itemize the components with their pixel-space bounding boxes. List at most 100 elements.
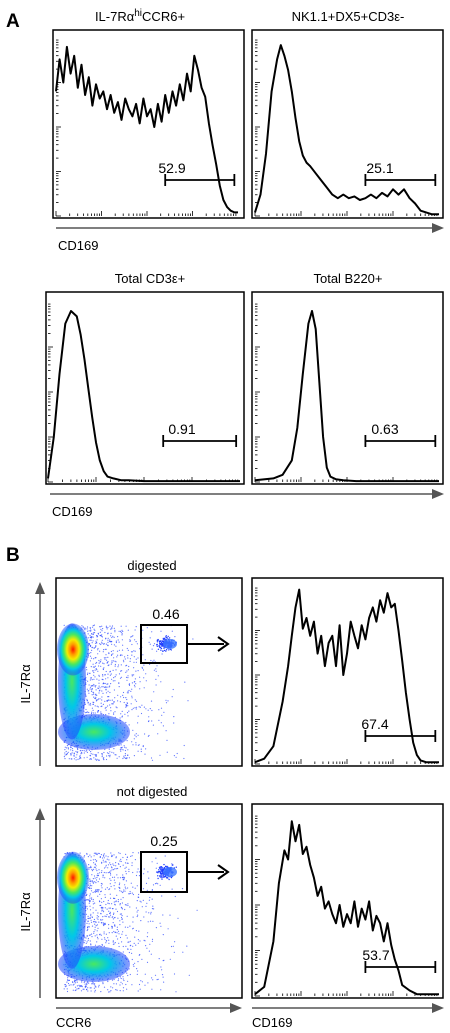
event-dot xyxy=(128,684,131,687)
event-dot xyxy=(114,697,116,699)
event-dot xyxy=(152,724,154,726)
event-dot xyxy=(96,915,98,917)
event-dot xyxy=(122,990,124,992)
gated-event-dot xyxy=(157,648,160,650)
event-dot xyxy=(127,692,129,694)
dotplot-not-digested-ylabel: IL-7Rα xyxy=(18,892,33,932)
event-dot xyxy=(106,755,108,757)
event-dot xyxy=(113,644,115,646)
dotplot-digested-ylabel: IL-7Rα xyxy=(18,664,33,704)
event-dot xyxy=(87,920,89,922)
event-dot xyxy=(105,626,107,629)
event-dot xyxy=(127,629,129,631)
event-dot xyxy=(151,709,153,712)
event-dot xyxy=(155,927,157,929)
event-dot xyxy=(150,757,153,759)
event-dot xyxy=(139,676,141,678)
event-dot xyxy=(88,868,90,870)
event-dot xyxy=(68,758,70,760)
event-dot xyxy=(64,984,66,986)
event-dot xyxy=(70,749,72,751)
event-dot xyxy=(126,702,129,705)
event-dot xyxy=(84,627,86,629)
event-dot xyxy=(100,665,102,667)
event-dot xyxy=(121,746,123,748)
event-dot xyxy=(126,670,128,672)
event-dot xyxy=(86,989,88,991)
gated-event-dot xyxy=(163,876,166,878)
event-dot xyxy=(149,637,151,639)
event-dot xyxy=(109,641,111,643)
event-dot xyxy=(72,989,74,991)
gated-event-dot xyxy=(162,873,164,875)
event-dot xyxy=(113,689,115,691)
event-dot xyxy=(94,935,96,937)
event-dot xyxy=(100,882,102,885)
event-dot xyxy=(95,890,97,892)
event-dot xyxy=(139,648,141,650)
event-dot xyxy=(89,884,91,887)
event-dot xyxy=(64,754,66,756)
event-dot xyxy=(143,687,145,689)
event-dot xyxy=(131,675,133,677)
event-dot xyxy=(103,686,106,688)
event-dot xyxy=(101,754,103,756)
event-dot xyxy=(143,916,145,918)
event-dot xyxy=(116,932,118,934)
event-dot xyxy=(125,758,127,760)
event-dot xyxy=(125,671,127,674)
event-dot xyxy=(113,713,115,715)
event-dot xyxy=(85,913,87,915)
event-dot xyxy=(96,876,98,879)
event-dot xyxy=(103,853,105,855)
event-dot xyxy=(117,899,119,901)
event-dot xyxy=(119,717,121,719)
event-dot xyxy=(111,678,113,680)
event-dot xyxy=(109,911,111,913)
event-dot xyxy=(73,758,75,760)
event-dot xyxy=(117,938,119,940)
event-dot xyxy=(119,904,121,906)
event-dot xyxy=(101,910,103,912)
event-dot xyxy=(142,899,144,902)
event-dot xyxy=(158,709,160,711)
event-dot xyxy=(161,969,163,971)
event-dot xyxy=(107,637,109,639)
event-dot xyxy=(108,924,110,926)
event-dot xyxy=(98,665,100,667)
event-dot xyxy=(67,976,69,978)
event-dot xyxy=(95,852,97,854)
event-dot xyxy=(137,744,139,746)
event-dot xyxy=(169,914,171,916)
event-dot xyxy=(102,675,104,677)
event-dot xyxy=(136,885,138,887)
hist-a1-title-post: CCR6+ xyxy=(142,9,185,24)
event-dot xyxy=(183,744,185,747)
event-dot xyxy=(132,852,134,854)
event-dot xyxy=(106,628,108,630)
event-dot xyxy=(90,890,93,892)
event-dot xyxy=(135,736,137,738)
event-dot xyxy=(98,675,100,677)
event-dot xyxy=(120,744,122,746)
event-dot xyxy=(89,758,91,760)
event-dot xyxy=(87,937,89,940)
event-dot xyxy=(86,899,88,901)
event-dot xyxy=(128,868,130,871)
event-dot xyxy=(93,624,95,626)
event-dot xyxy=(104,938,106,940)
gated-event-dot xyxy=(159,867,161,869)
event-dot xyxy=(123,745,125,747)
dotplot-digested xyxy=(55,577,243,767)
event-dot xyxy=(123,889,125,891)
event-dot xyxy=(86,908,88,910)
event-dot xyxy=(122,951,124,953)
event-dot xyxy=(130,882,132,884)
event-dot xyxy=(152,979,154,981)
event-dot xyxy=(85,894,87,897)
event-dot xyxy=(97,698,100,700)
event-dot xyxy=(89,883,91,885)
gated-event-dot xyxy=(162,875,165,877)
event-dot xyxy=(108,903,110,905)
event-dot xyxy=(85,711,88,714)
